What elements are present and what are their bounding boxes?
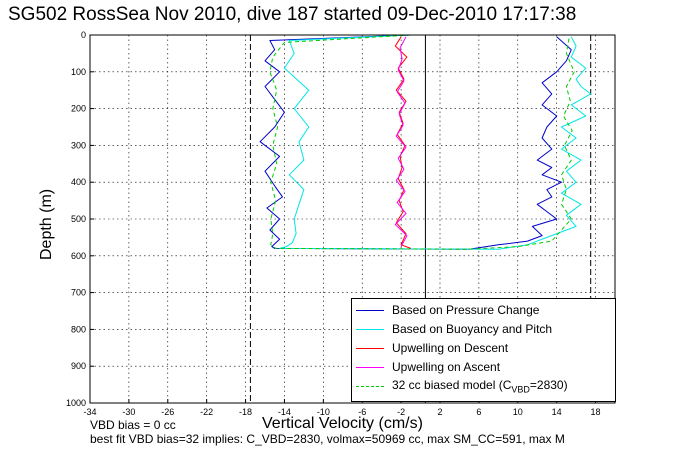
legend-swatch-ascent xyxy=(356,366,384,368)
best-fit-note: best fit VBD bias=32 implies: C_VBD=2830… xyxy=(90,432,565,446)
x-tick-label-4: -18 xyxy=(239,407,252,417)
y-tick-label-9: 900 xyxy=(71,361,86,371)
x-tick-label-2: -26 xyxy=(161,407,174,417)
series-line-1 xyxy=(279,34,592,250)
x-axis-label: Vertical Velocity (cm/s) xyxy=(262,415,423,432)
legend-swatch-pressure xyxy=(356,309,384,311)
y-tick-label-4: 400 xyxy=(71,177,86,187)
y-tick-label-8: 800 xyxy=(71,324,86,334)
legend-label-buoyancy: Based on Buoyancy and Pitch xyxy=(392,322,553,336)
x-tick-label-9: 2 xyxy=(437,407,442,417)
x-tick-label-7: -6 xyxy=(358,407,366,417)
legend-swatch-descent xyxy=(356,347,384,349)
legend-swatch-buoyancy xyxy=(356,328,384,330)
x-tick-label-3: -22 xyxy=(200,407,213,417)
x-tick-label-5: -14 xyxy=(278,407,291,417)
legend-label-descent: Upwelling on Descent xyxy=(392,341,509,355)
series-line-4 xyxy=(269,34,575,250)
y-tick-label-7: 700 xyxy=(71,288,86,298)
legend-item-model: 32 cc biased model (CVBD=2830) xyxy=(356,377,568,395)
x-tick-label-0: -34 xyxy=(83,407,96,417)
series-group xyxy=(259,34,592,250)
y-tick-label-5: 500 xyxy=(71,214,86,224)
vbd-bias-note: VBD bias = 0 cc xyxy=(90,418,176,432)
x-tick-label-12: 14 xyxy=(552,407,562,417)
x-tick-label-6: -10 xyxy=(317,407,330,417)
legend-item-descent: Upwelling on Descent xyxy=(356,339,508,357)
x-tick-label-1: -30 xyxy=(122,407,135,417)
y-tick-labels: 0 100 200 300 400 500 600 700 800 900 1000 xyxy=(66,30,94,408)
legend-swatch-model xyxy=(356,385,384,387)
x-tick-label-11: 10 xyxy=(513,407,523,417)
y-tick-label-3: 300 xyxy=(71,140,86,150)
chart-title: SG502 RossSea Nov 2010, dive 187 started… xyxy=(8,4,577,25)
y-tick-label-0: 0 xyxy=(81,30,86,40)
series-line-3 xyxy=(394,36,408,247)
legend-item-ascent: Upwelling on Ascent xyxy=(356,358,500,376)
legend-label-model: 32 cc biased model (CVBD=2830) xyxy=(392,377,568,395)
y-tick-label-2: 200 xyxy=(71,104,86,114)
legend-item-buoyancy: Based on Buoyancy and Pitch xyxy=(356,320,552,338)
legend-label-ascent: Upwelling on Ascent xyxy=(392,360,501,374)
x-tick-label-8: -2 xyxy=(397,407,405,417)
series-line-0 xyxy=(259,34,572,250)
y-tick-label-1: 100 xyxy=(71,67,86,77)
chart-legend: Based on Pressure Change Based on Buoyan… xyxy=(351,298,616,402)
x-tick-label-10: 6 xyxy=(476,407,481,417)
y-tick-label-6: 600 xyxy=(71,251,86,261)
y-tick-label-10: 1000 xyxy=(66,398,86,408)
y-axis-label: Depth (m) xyxy=(38,188,55,260)
x-tick-label-13: 18 xyxy=(591,407,601,417)
legend-label-pressure: Based on Pressure Change xyxy=(392,303,540,317)
legend-item-pressure: Based on Pressure Change xyxy=(356,301,539,319)
